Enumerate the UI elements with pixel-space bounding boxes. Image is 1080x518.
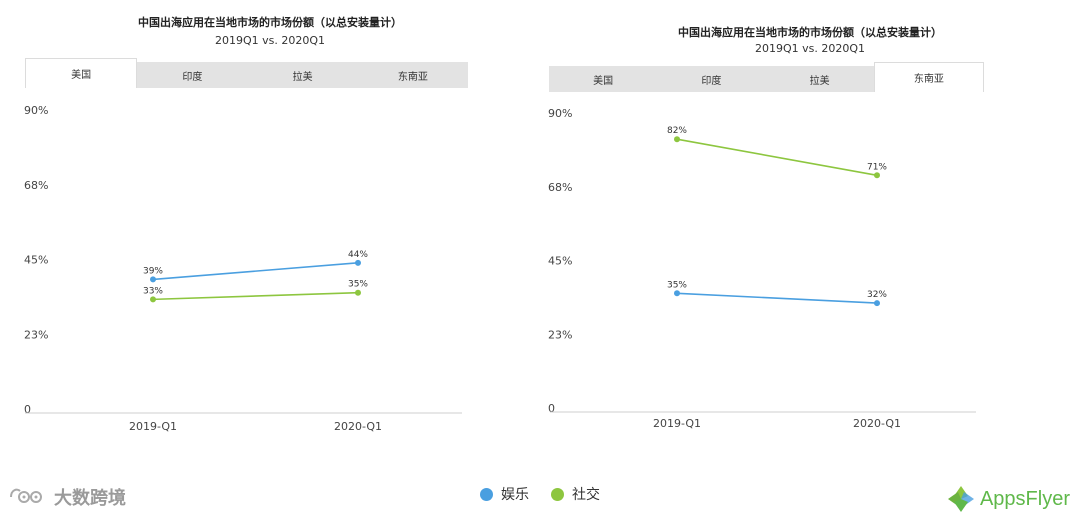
legend-item-social: 社交 xyxy=(551,484,600,504)
y-tick-label: 68% xyxy=(24,179,48,192)
region-tabs: 美国 印度 拉美 东南亚 xyxy=(549,62,984,92)
legend-label: 社交 xyxy=(572,487,600,503)
line-chart-right: 90% 68% 45% 23% 0 2019-Q1 2020-Q1 35% 32% 82% 71% xyxy=(548,107,976,430)
chart-subtitle: 2019Q1 vs. 2020Q1 xyxy=(214,34,326,47)
tab-us[interactable]: 美国 xyxy=(593,75,614,87)
tab-us[interactable]: 美国 xyxy=(25,58,138,88)
tab-latam[interactable]: 拉美 xyxy=(809,75,830,87)
data-point xyxy=(674,290,680,297)
data-label: 82% xyxy=(667,126,687,136)
chart-title: 中国出海应用在当地市场的市场份额（以总安装量计） xyxy=(678,26,942,39)
data-label: 35% xyxy=(348,280,368,290)
watermark-left: 大数跨境 xyxy=(8,484,126,510)
x-tick-label: 2020-Q1 xyxy=(334,420,382,433)
watermark-right-text: AppsFlyer xyxy=(979,487,1070,510)
chart-legend: 娱乐 社交 xyxy=(0,484,1080,504)
data-point xyxy=(355,289,361,296)
y-tick-label: 0 xyxy=(548,402,555,415)
tab-sea[interactable]: 东南亚 xyxy=(397,71,428,83)
data-point xyxy=(355,259,361,266)
chart-panel-right: 中国出海应用在当地市场的市场份额（以总安装量计） 2019Q1 vs. 2020… xyxy=(540,0,1080,440)
tab-india[interactable]: 印度 xyxy=(182,71,203,83)
data-label: 33% xyxy=(143,286,163,296)
data-label: 71% xyxy=(867,162,887,172)
tab-sea[interactable]: 东南亚 xyxy=(873,62,984,92)
y-tick-label: 90% xyxy=(24,104,48,117)
line-chart-left: 90% 68% 45% 23% 0 2019-Q1 2020-Q1 39% 44% 33% 35% xyxy=(24,104,462,433)
legend-dot-entertainment xyxy=(480,487,493,501)
chart-title: 中国出海应用在当地市场的市场份额（以总安装量计） xyxy=(138,16,402,29)
data-label: 39% xyxy=(143,266,163,276)
appsflyer-logo-icon xyxy=(947,486,974,512)
watermark-logo-icon xyxy=(10,488,42,503)
region-tabs: 美国 印度 拉美 东南亚 xyxy=(25,58,468,88)
tab-latam[interactable]: 拉美 xyxy=(292,71,313,83)
series-line xyxy=(152,262,359,281)
tab-india[interactable]: 印度 xyxy=(701,75,722,87)
series-line xyxy=(676,138,878,177)
series-line xyxy=(152,291,359,301)
series-line xyxy=(676,292,878,304)
x-tick-label: 2019-Q1 xyxy=(653,417,701,430)
watermark-right: AppsFlyer xyxy=(946,484,1070,514)
data-point xyxy=(874,300,880,307)
y-tick-label: 68% xyxy=(548,181,572,194)
data-label: 44% xyxy=(348,250,368,260)
legend-dot-social xyxy=(551,487,564,501)
y-tick-label: 23% xyxy=(548,328,572,341)
legend-label: 娱乐 xyxy=(501,487,529,503)
data-point xyxy=(674,136,680,143)
data-label: 35% xyxy=(667,280,687,290)
chart-subtitle: 2019Q1 vs. 2020Q1 xyxy=(754,42,866,55)
data-point xyxy=(874,172,880,179)
legend-item-entertainment: 娱乐 xyxy=(480,484,529,504)
x-tick-label: 2019-Q1 xyxy=(129,420,177,433)
data-label: 32% xyxy=(867,290,887,300)
y-tick-label: 23% xyxy=(24,328,48,341)
y-tick-label: 45% xyxy=(548,255,572,268)
x-tick-label: 2020-Q1 xyxy=(853,417,901,430)
data-point xyxy=(150,276,156,283)
y-tick-label: 90% xyxy=(548,107,572,120)
watermark-left-text: 大数跨境 xyxy=(54,488,126,509)
y-tick-label: 45% xyxy=(24,254,48,267)
data-point xyxy=(150,296,156,303)
y-tick-label: 0 xyxy=(24,403,31,416)
chart-panel-left: 中国出海应用在当地市场的市场份额（以总安装量计） 2019Q1 vs. 2020… xyxy=(0,0,540,440)
